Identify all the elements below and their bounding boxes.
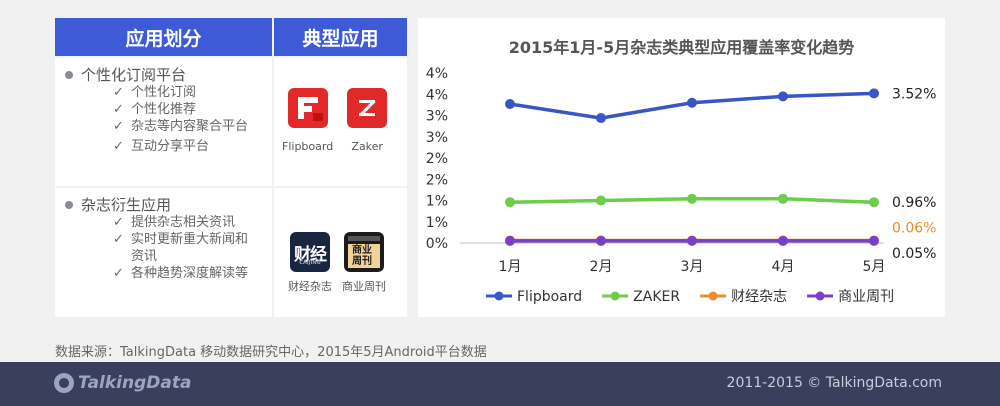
app-list: Flipboard Zaker <box>282 88 388 153</box>
list-item: ✓ 提供杂志相关资讯 <box>113 215 236 230</box>
y-tick-label: 2% <box>426 151 448 167</box>
footer-bar: TalkingData 2011-2015 © TalkingData.com <box>0 362 1000 406</box>
data-point <box>505 99 515 110</box>
data-label: 3.52% <box>892 86 936 102</box>
check-icon: ✓ <box>113 85 124 100</box>
data-point <box>869 235 879 246</box>
data-point <box>596 235 606 246</box>
list-item: ✓ 各种趋势深度解读等 <box>113 266 249 281</box>
logo-icon <box>54 373 74 393</box>
legend-marker <box>610 291 620 301</box>
legend-label: Flipboard <box>517 289 582 305</box>
data-point <box>869 88 879 99</box>
x-tick-label: 2月 <box>590 259 613 275</box>
bullet-icon <box>65 200 73 209</box>
coverage-chart-panel: 2015年1月-5月杂志类典型应用覆盖率变化趋势 0% 1% 1% 2% 2% 3% 3% 4… <box>418 18 945 317</box>
x-tick-label: 1月 <box>499 259 522 275</box>
check-icon <box>113 248 131 265</box>
y-tick-label: 1% <box>426 215 448 231</box>
businessweek-icon: 商业 周刊 <box>344 232 384 272</box>
data-source-note: 数据来源：TalkingData 移动数据研究中心，2015年5月Android… <box>55 345 487 360</box>
y-tick-label: 1% <box>426 194 448 210</box>
check-icon: ✓ <box>113 139 124 154</box>
apps-cell: Flipboard Zaker <box>274 58 407 186</box>
header-typical-apps: 典型应用 <box>274 18 407 56</box>
check-icon: ✓ <box>113 215 124 230</box>
y-tick-label: 3% <box>426 109 448 125</box>
line-chart: 0% 1% 1% 2% 2% 3% 3% 4% 4% 1月 2月 3月 4月 5月 3.52% 0.96% 0.… <box>426 66 937 305</box>
app-name: Zaker <box>351 140 383 153</box>
list-item: ✓ 个性化推荐 <box>113 102 197 117</box>
app-caijing: 财经 CAIJING 财经杂志 <box>288 232 332 294</box>
x-tick-label: 4月 <box>772 259 795 275</box>
check-icon: ✓ <box>113 102 124 117</box>
y-tick-label: 4% <box>426 66 448 82</box>
data-point <box>687 193 697 204</box>
list-item: 资讯 <box>113 248 248 265</box>
list-item: ✓ 互动分享平台 <box>113 139 210 154</box>
logo-text: TalkingData <box>78 373 192 393</box>
legend-label: ZAKER <box>633 289 680 305</box>
bullet-icon <box>65 70 73 79</box>
table-header: 应用划分 典型应用 <box>55 18 407 56</box>
copyright-text: 2011-2015 © TalkingData.com <box>726 375 942 391</box>
app-flipboard: Flipboard <box>282 88 333 153</box>
data-label: 0.05% <box>892 246 936 262</box>
check-icon: ✓ <box>113 266 124 281</box>
data-point <box>596 195 606 206</box>
legend-label: 财经杂志 <box>731 289 787 305</box>
app-category-table: 应用划分 典型应用 个性化订阅平台 ✓ 个性化订阅 ✓ 个性化推荐 ✓ 杂志等内容聚合… <box>55 18 407 317</box>
category-title: 个性化订阅平台 <box>65 64 186 85</box>
data-point <box>778 193 788 204</box>
app-zaker: Zaker <box>347 88 388 153</box>
app-name: 财经杂志 <box>288 280 332 293</box>
x-tick-label: 5月 <box>863 259 886 275</box>
data-label: 0.96% <box>892 195 936 211</box>
category-cell: 杂志衍生应用 ✓ 提供杂志相关资讯 ✓ 实时更新重大新闻和 资讯 ✓ 各种趋势深度解读… <box>55 188 272 317</box>
check-icon: ✓ <box>113 232 124 247</box>
list-item: ✓ 实时更新重大新闻和 <box>113 232 249 247</box>
data-label: 0.06% <box>892 220 936 236</box>
caijing-icon: 财经 CAIJING <box>290 232 330 272</box>
data-point <box>687 235 697 246</box>
table-row: 杂志衍生应用 ✓ 提供杂志相关资讯 ✓ 实时更新重大新闻和 资讯 ✓ 各种趋势深度解读… <box>55 188 407 317</box>
app-businessweek: 商业 周刊 商业周刊 <box>342 232 386 294</box>
flipboard-icon <box>287 88 328 128</box>
y-tick-label: 0% <box>426 236 448 252</box>
check-icon: ✓ <box>113 119 124 134</box>
category-title: 杂志衍生应用 <box>65 194 171 215</box>
talkingdata-logo: TalkingData <box>54 373 191 393</box>
zaker-icon <box>347 88 388 128</box>
category-label: 杂志衍生应用 <box>81 196 172 214</box>
header-category: 应用划分 <box>55 18 272 56</box>
y-tick-label: 2% <box>426 172 448 188</box>
list-item: ✓ 个性化订阅 <box>113 85 197 100</box>
legend-marker <box>494 291 504 301</box>
app-list: 财经 CAIJING 财经杂志 商业 周刊 商业周刊 <box>288 232 386 294</box>
legend-marker <box>815 291 825 301</box>
list-item: ✓ 杂志等内容聚合平台 <box>113 119 249 134</box>
app-name: 商业周刊 <box>342 280 386 293</box>
x-tick-label: 3月 <box>681 259 704 275</box>
feature-list: ✓ 提供杂志相关资讯 ✓ 实时更新重大新闻和 资讯 ✓ 各种趋势深度解读等 <box>113 214 248 282</box>
feature-list: ✓ 个性化订阅 ✓ 个性化推荐 ✓ 杂志等内容聚合平台 ✓ 互动分享平台 <box>113 84 248 155</box>
legend-marker <box>708 291 718 301</box>
apps-cell: 财经 CAIJING 财经杂志 商业 周刊 商业周刊 <box>274 188 407 317</box>
category-cell: 个性化订阅平台 ✓ 个性化订阅 ✓ 个性化推荐 ✓ 杂志等内容聚合平台 ✓ 互动分享平台 <box>55 58 272 186</box>
table-row: 个性化订阅平台 ✓ 个性化订阅 ✓ 个性化推荐 ✓ 杂志等内容聚合平台 ✓ 互动分享平台… <box>55 58 407 186</box>
app-name: Flipboard <box>282 140 334 153</box>
y-tick-label: 3% <box>426 130 448 146</box>
category-label: 个性化订阅平台 <box>81 66 187 84</box>
data-point <box>505 197 515 208</box>
legend-label: 商业周刊 <box>838 289 894 305</box>
data-point <box>596 113 606 124</box>
y-tick-label: 4% <box>426 87 448 103</box>
chart-title: 2015年1月-5月杂志类典型应用覆盖率变化趋势 <box>508 38 855 57</box>
data-point <box>687 97 697 108</box>
data-point <box>778 91 788 102</box>
data-point <box>505 235 515 246</box>
data-point <box>869 197 879 208</box>
data-point <box>778 235 788 246</box>
